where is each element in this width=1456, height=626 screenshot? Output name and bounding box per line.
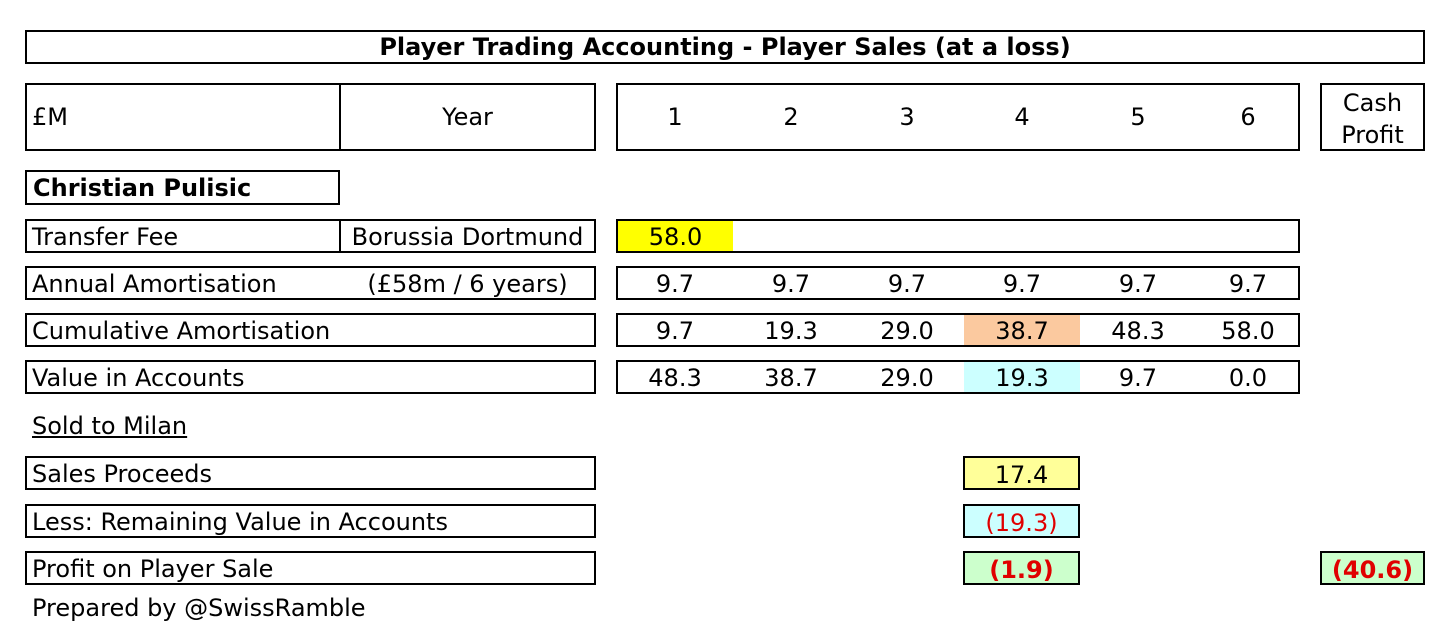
cumulative-amortisation-label-box xyxy=(25,313,596,347)
footer-credit: Prepared by @SwissRamble xyxy=(32,594,366,622)
cumulative-amortisation-y3: 29.0 xyxy=(880,317,934,345)
annual-amortisation-y6: 9.7 xyxy=(1228,270,1268,298)
cumulative-amortisation-label: Cumulative Amortisation xyxy=(32,317,331,345)
cumulative-amortisation-y5: 48.3 xyxy=(1111,317,1165,345)
transfer-fee-label: Transfer Fee xyxy=(32,223,179,251)
header-year-box xyxy=(339,83,596,151)
value-in-accounts-y4: 19.3 xyxy=(964,362,1080,392)
value-in-accounts-label: Value in Accounts xyxy=(32,364,245,392)
profit-label: Profit on Player Sale xyxy=(32,555,274,583)
cumulative-amortisation-y2: 19.3 xyxy=(764,317,818,345)
year-label: Year xyxy=(442,103,493,131)
year-3: 3 xyxy=(899,103,915,131)
value-in-accounts-y1: 48.3 xyxy=(648,364,702,392)
profit-value: (1.9) xyxy=(963,551,1080,585)
transfer-fee-note: Borussia Dortmund xyxy=(351,223,584,251)
page-title: Player Trading Accounting - Player Sales… xyxy=(379,33,1071,61)
year-2: 2 xyxy=(783,103,799,131)
year-6: 6 xyxy=(1240,103,1256,131)
player-name: Christian Pulisic xyxy=(33,174,252,202)
annual-amortisation-label: Annual Amortisation xyxy=(32,270,277,298)
value-in-accounts-label-box xyxy=(25,360,596,394)
cumulative-amortisation-y1: 9.7 xyxy=(655,317,695,345)
annual-amortisation-note: (£58m / 6 years) xyxy=(367,270,568,298)
value-in-accounts-y3: 29.0 xyxy=(880,364,934,392)
transfer-fee-note-box xyxy=(339,219,596,253)
sales-proceeds-value: 17.4 xyxy=(963,456,1080,490)
value-in-accounts-y5: 9.7 xyxy=(1118,364,1158,392)
year-4: 4 xyxy=(1014,103,1030,131)
transfer-fee-value: 58.0 xyxy=(618,221,733,251)
cumulative-amortisation-y6: 58.0 xyxy=(1221,317,1275,345)
remaining-value-label-box xyxy=(25,504,596,538)
cash-profit-header-line1: Cash xyxy=(1342,89,1403,117)
remaining-value-label: Less: Remaining Value in Accounts xyxy=(32,508,448,536)
annual-amortisation-y4: 9.7 xyxy=(1002,270,1042,298)
remaining-value-value: (19.3) xyxy=(963,504,1080,538)
header-unit-box xyxy=(25,83,341,151)
player-name-box xyxy=(25,170,340,205)
year-1: 1 xyxy=(667,103,683,131)
annual-amortisation-y2: 9.7 xyxy=(771,270,811,298)
title-box xyxy=(25,30,1425,64)
annual-amortisation-y1: 9.7 xyxy=(655,270,695,298)
profit-label-box xyxy=(25,551,596,585)
cash-profit-header-line2: Profit xyxy=(1341,121,1404,149)
annual-amortisation-y3: 9.7 xyxy=(887,270,927,298)
cash-profit-header-box xyxy=(1320,83,1425,151)
transfer-fee-values-box xyxy=(616,219,1300,253)
cumulative-amortisation-y4: 38.7 xyxy=(964,315,1080,345)
cumulative-amortisation-values-box xyxy=(616,313,1300,347)
header-years-box xyxy=(616,83,1300,151)
value-in-accounts-y2: 38.7 xyxy=(764,364,818,392)
annual-amortisation-y5: 9.7 xyxy=(1118,270,1158,298)
sales-proceeds-label-box xyxy=(25,456,596,490)
annual-amortisation-label-box xyxy=(25,266,596,300)
year-5: 5 xyxy=(1130,103,1146,131)
sales-proceeds-label: Sales Proceeds xyxy=(32,460,213,488)
unit-label: £M xyxy=(32,103,68,131)
sale-heading: Sold to Milan xyxy=(32,412,188,440)
cash-profit-value: (40.6) xyxy=(1320,551,1425,585)
value-in-accounts-values-box xyxy=(616,360,1300,394)
annual-amortisation-values-box xyxy=(616,266,1300,300)
value-in-accounts-y6: 0.0 xyxy=(1228,364,1268,392)
